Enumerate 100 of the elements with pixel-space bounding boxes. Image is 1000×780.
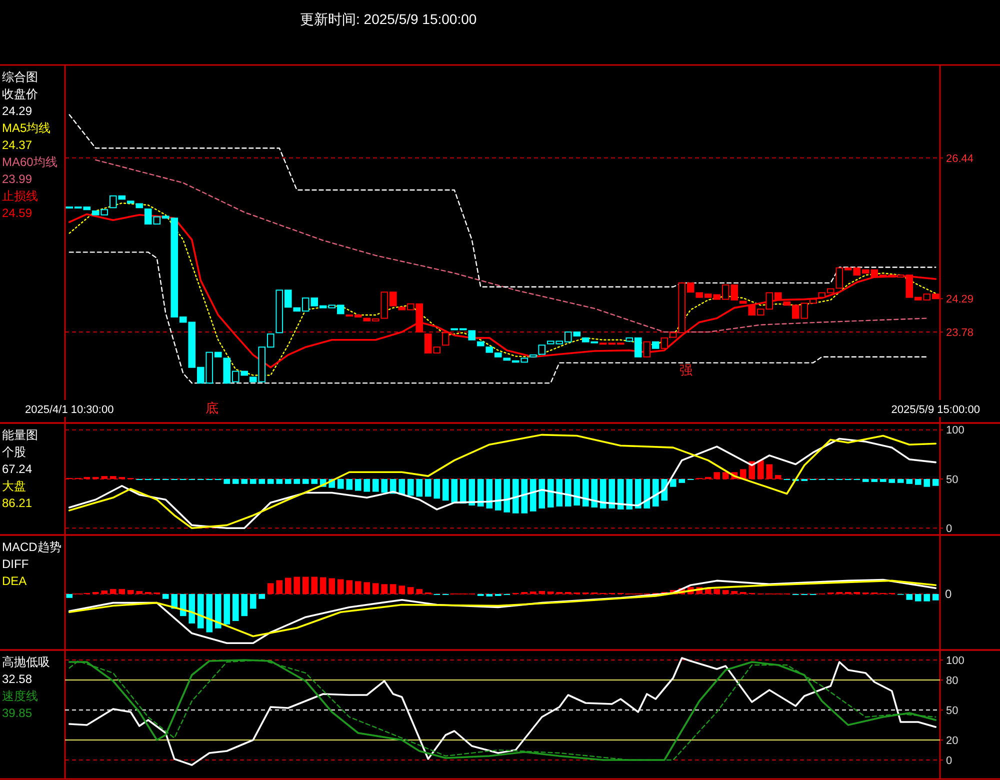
bar bbox=[932, 479, 939, 486]
bar bbox=[364, 479, 370, 492]
bar bbox=[731, 591, 738, 594]
text: 止损线 bbox=[2, 189, 38, 203]
bar bbox=[766, 464, 773, 479]
bar bbox=[670, 479, 676, 487]
bar bbox=[538, 479, 546, 508]
bar bbox=[276, 479, 283, 484]
y-tick-label: 50 bbox=[946, 474, 958, 486]
bar bbox=[276, 580, 283, 594]
text: DIFF bbox=[2, 557, 29, 571]
candlestick bbox=[442, 332, 450, 346]
y-tick-label: 23.78 bbox=[946, 326, 974, 339]
text: 收盘价 bbox=[2, 87, 38, 101]
bar bbox=[372, 479, 379, 492]
bar bbox=[862, 479, 869, 482]
text: 24.37 bbox=[2, 138, 32, 152]
bar bbox=[740, 469, 746, 479]
chart-title: MACD趋势 bbox=[2, 540, 62, 554]
text: 综合图 bbox=[2, 70, 38, 84]
y-tick-label: 50 bbox=[946, 704, 958, 717]
bar bbox=[250, 479, 256, 484]
bar bbox=[214, 594, 222, 628]
bar bbox=[346, 479, 353, 490]
bar bbox=[644, 479, 650, 508]
bar bbox=[381, 584, 388, 594]
bar bbox=[311, 576, 318, 594]
bar bbox=[241, 594, 248, 616]
chart-subtitle: 更新时间: 2025/5/9 15:00:00 bbox=[300, 11, 477, 27]
bar bbox=[302, 576, 309, 594]
y-tick-label: 100 bbox=[946, 654, 964, 667]
bar bbox=[932, 594, 939, 600]
bar bbox=[354, 581, 362, 594]
bar bbox=[241, 479, 248, 484]
bar bbox=[871, 479, 878, 482]
bar bbox=[486, 594, 493, 596]
bar bbox=[477, 479, 484, 507]
text: 个股 bbox=[2, 445, 26, 459]
annotation: 底 bbox=[206, 400, 218, 416]
bar bbox=[556, 479, 563, 507]
bar bbox=[337, 579, 344, 594]
text: MA5均线 bbox=[2, 121, 51, 135]
bar bbox=[897, 479, 904, 483]
bar bbox=[118, 589, 126, 594]
bar bbox=[398, 586, 406, 594]
bar bbox=[564, 479, 572, 507]
line-series bbox=[95, 159, 928, 333]
bar bbox=[608, 479, 616, 508]
line-series bbox=[68, 252, 928, 384]
bar bbox=[372, 583, 379, 594]
bar bbox=[460, 479, 466, 504]
y-tick-label: 80 bbox=[946, 674, 958, 687]
bar bbox=[101, 590, 108, 594]
text: 24.29 bbox=[2, 104, 32, 118]
bar bbox=[924, 479, 930, 487]
bar bbox=[101, 476, 108, 479]
bar bbox=[320, 577, 326, 594]
bar bbox=[880, 479, 886, 482]
bar bbox=[714, 589, 720, 594]
bar bbox=[530, 479, 536, 512]
bar bbox=[328, 578, 336, 594]
bar bbox=[224, 594, 230, 624]
bar bbox=[364, 582, 370, 594]
bar bbox=[311, 479, 318, 484]
bar bbox=[398, 479, 406, 495]
bar bbox=[906, 594, 913, 600]
bar bbox=[451, 479, 458, 503]
bar bbox=[162, 594, 169, 599]
text: 39.85 bbox=[2, 706, 32, 720]
y-tick-label: 0 bbox=[946, 522, 952, 535]
y-tick-label: 100 bbox=[946, 424, 964, 437]
bar bbox=[258, 479, 266, 484]
bar bbox=[354, 479, 362, 491]
bar bbox=[714, 472, 720, 479]
bar bbox=[504, 479, 510, 512]
bar bbox=[267, 479, 274, 484]
bar bbox=[774, 475, 782, 479]
bar bbox=[626, 479, 633, 510]
text: 速度线 bbox=[2, 689, 38, 703]
bar bbox=[582, 479, 589, 507]
bar bbox=[66, 594, 73, 598]
text: 23.99 bbox=[2, 172, 32, 186]
bar bbox=[302, 479, 309, 484]
bar bbox=[188, 594, 196, 624]
bar bbox=[634, 479, 642, 508]
bar bbox=[206, 594, 213, 632]
bar bbox=[407, 587, 414, 594]
bar bbox=[617, 479, 624, 510]
bar bbox=[294, 479, 300, 484]
bar bbox=[416, 589, 423, 594]
text: 32.58 bbox=[2, 672, 32, 686]
chart-title: 高抛低吸 bbox=[2, 655, 50, 669]
bar bbox=[494, 479, 502, 510]
bar bbox=[888, 479, 896, 483]
bar bbox=[914, 479, 922, 485]
bar bbox=[486, 479, 493, 508]
bar bbox=[267, 583, 274, 594]
bar bbox=[136, 591, 143, 594]
y-tick-label: 26.44 bbox=[946, 152, 974, 165]
bar bbox=[416, 479, 423, 497]
